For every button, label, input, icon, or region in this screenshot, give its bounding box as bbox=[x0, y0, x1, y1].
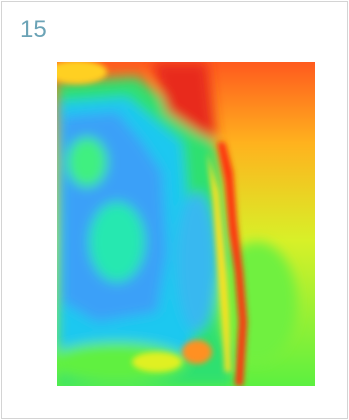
page: 15 bbox=[0, 0, 349, 420]
heatmap-image bbox=[57, 62, 315, 386]
gallery-tile[interactable]: 15 bbox=[1, 1, 348, 419]
tile-label: 15 bbox=[20, 16, 47, 44]
